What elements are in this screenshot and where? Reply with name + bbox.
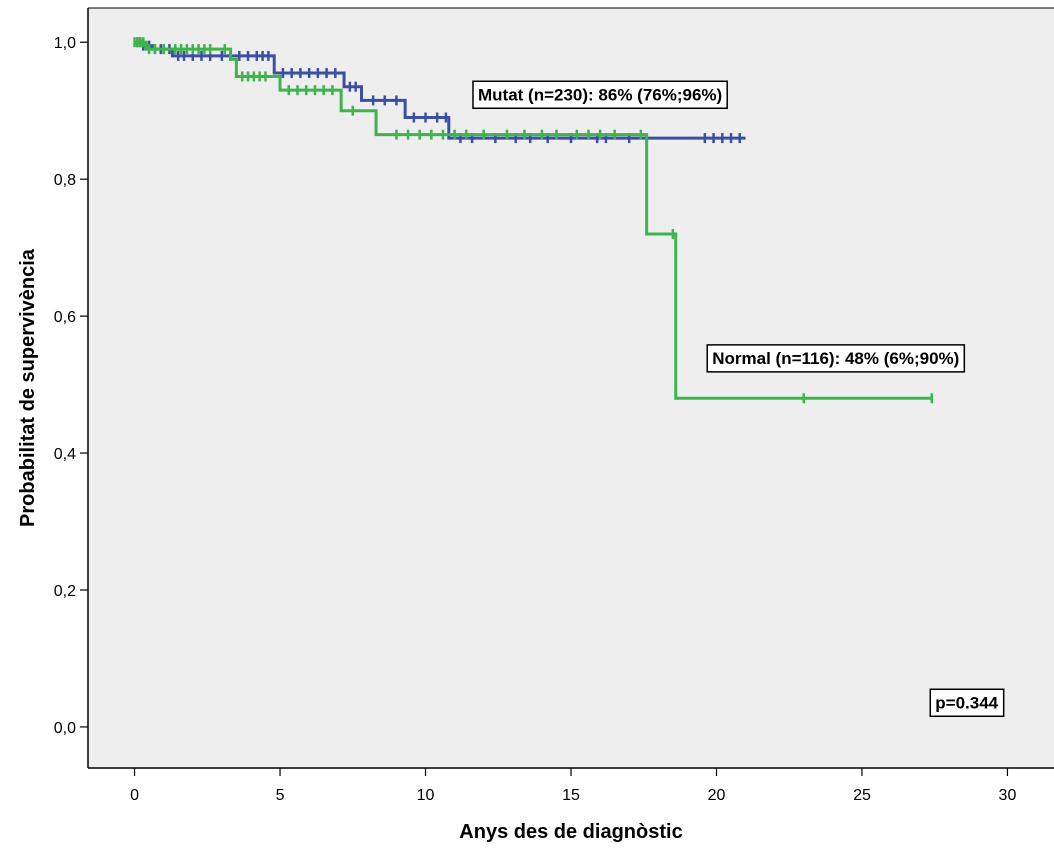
y-tick-label: 0,8 — [54, 172, 76, 189]
y-tick-label: 0,2 — [54, 583, 76, 600]
annotation-mutat-box — [472, 80, 728, 110]
x-axis-title: Anys des de diagnòstic — [459, 821, 682, 843]
y-tick-label: 0,0 — [54, 720, 76, 737]
annotation-normal-text: Normal (n=116): 48% (6%;90%) — [712, 349, 959, 368]
y-axis-title: Probabilitat de supervivència — [17, 248, 39, 527]
annotation-pvalue-text: p=0.344 — [935, 693, 998, 712]
y-tick-label: 0,6 — [54, 309, 76, 326]
x-tick-label: 30 — [999, 787, 1017, 804]
x-tick-label: 20 — [708, 787, 726, 804]
y-tick-label: 1,0 — [54, 35, 76, 52]
x-tick-label: 15 — [562, 787, 580, 804]
x-tick-label: 10 — [417, 787, 435, 804]
x-tick-label: 25 — [853, 787, 871, 804]
y-tick-label: 0,4 — [54, 446, 76, 463]
annotation-pvalue-box — [929, 688, 1005, 718]
x-tick-label: 0 — [130, 787, 139, 804]
series-normal-line — [134, 40, 932, 400]
annotation-mutat-text: Mutat (n=230): 86% (76%;96%) — [478, 85, 722, 104]
x-tick-label: 5 — [276, 787, 285, 804]
annotation-normal-box — [706, 344, 966, 373]
plot-area — [88, 8, 1054, 768]
